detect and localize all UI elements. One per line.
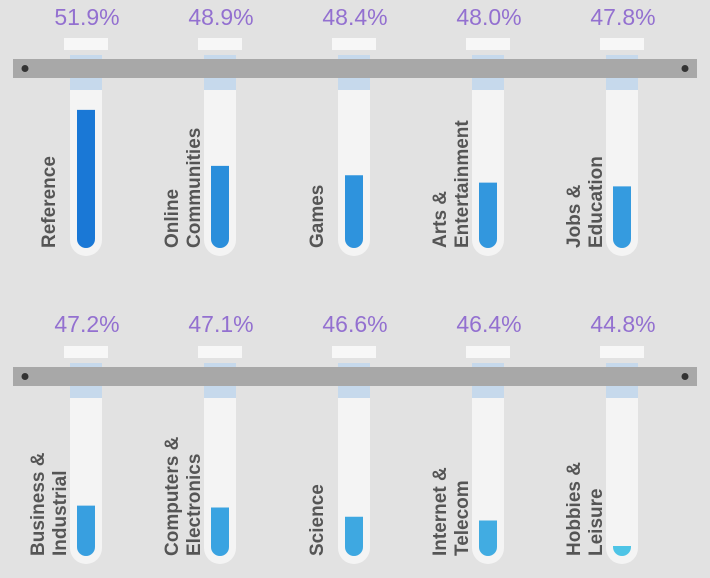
category-label-line: Science bbox=[307, 484, 328, 556]
value-label: 47.8% bbox=[590, 4, 655, 30]
tube-rack-overlap bbox=[204, 367, 236, 386]
tube-rack-overlap bbox=[472, 367, 504, 386]
tube-cap bbox=[466, 38, 510, 50]
tube-rack-overlap bbox=[606, 59, 638, 78]
test-tube-internet-telecom: 46.4% Internet &Telecom bbox=[430, 311, 522, 564]
category-label-line: Games bbox=[307, 185, 328, 248]
tube-cap bbox=[332, 346, 376, 358]
tube-rack-overlap bbox=[70, 59, 102, 78]
category-label-line: Reference bbox=[39, 156, 60, 248]
tube-body bbox=[606, 363, 638, 564]
test-tube-science: 46.6% Science bbox=[307, 311, 388, 564]
test-tube-business-industrial: 47.2% Business &Industrial bbox=[28, 311, 120, 564]
tube-body bbox=[338, 363, 370, 564]
tube-cap bbox=[600, 38, 644, 50]
category-label: Games bbox=[307, 185, 328, 248]
tube-fill-bar bbox=[479, 182, 497, 248]
test-tube-reference: 51.9% Reference bbox=[39, 4, 120, 256]
category-label-line: Electronics bbox=[184, 454, 205, 556]
category-label-line: Entertainment bbox=[452, 120, 473, 248]
category-label-line: Leisure bbox=[586, 488, 607, 556]
test-tube-hobbies-leisure: 44.8% Hobbies &Leisure bbox=[564, 311, 656, 564]
tube-rack-overlap bbox=[204, 59, 236, 78]
category-label: Internet &Telecom bbox=[430, 467, 473, 556]
category-label-line: Internet & bbox=[430, 467, 451, 556]
value-label: 48.4% bbox=[322, 4, 387, 30]
tube-rack-overlap bbox=[606, 367, 638, 386]
test-tube-arts-entertainment: 48.0% Arts &Entertainment bbox=[430, 4, 522, 256]
category-label-line: Computers & bbox=[162, 436, 183, 556]
category-label-line: Jobs & bbox=[564, 184, 585, 248]
tube-rack-overlap bbox=[338, 59, 370, 78]
rack-screw bbox=[21, 373, 29, 380]
test-tube-jobs-education: 47.8% Jobs &Education bbox=[564, 4, 656, 256]
category-label: Science bbox=[307, 484, 328, 556]
tube-fill-bar bbox=[211, 165, 229, 248]
tube-fill-bar bbox=[77, 505, 95, 556]
category-label: Jobs &Education bbox=[564, 156, 607, 248]
category-label: Computers &Electronics bbox=[162, 436, 205, 556]
tube-rack-overlap bbox=[472, 59, 504, 78]
tube-cap bbox=[466, 346, 510, 358]
value-label: 44.8% bbox=[590, 311, 655, 337]
category-label-line: Telecom bbox=[452, 480, 473, 556]
value-label: 51.9% bbox=[54, 4, 119, 30]
tube-fill-bar bbox=[613, 546, 631, 556]
tube-cap bbox=[198, 346, 242, 358]
tube-body bbox=[472, 363, 504, 564]
tube-cap bbox=[332, 38, 376, 50]
category-label: Business &Industrial bbox=[28, 452, 71, 556]
rack-screw bbox=[21, 65, 29, 72]
tube-fill-bar bbox=[345, 516, 363, 556]
value-label: 48.0% bbox=[456, 4, 521, 30]
category-label-line: Online bbox=[162, 189, 183, 248]
category-label: Reference bbox=[39, 156, 60, 248]
category-label-line: Hobbies & bbox=[564, 462, 585, 556]
tube-rack-overlap bbox=[338, 367, 370, 386]
category-label: Arts &Entertainment bbox=[430, 120, 473, 248]
rack-screw bbox=[681, 373, 689, 380]
value-label: 47.1% bbox=[188, 311, 253, 337]
tube-fill-bar bbox=[613, 186, 631, 248]
value-label: 48.9% bbox=[188, 4, 253, 30]
category-label-line: Business & bbox=[28, 452, 49, 556]
category-label: OnlineCommunities bbox=[162, 128, 205, 248]
rack-screw bbox=[681, 65, 689, 72]
tube-fill-bar bbox=[345, 175, 363, 248]
value-label: 46.4% bbox=[456, 311, 521, 337]
category-label: Hobbies &Leisure bbox=[564, 462, 607, 556]
tube-rack-overlap bbox=[70, 367, 102, 386]
category-label-line: Arts & bbox=[430, 191, 451, 248]
tube-fill-bar bbox=[479, 520, 497, 556]
tube-fill-bar bbox=[77, 109, 95, 248]
category-label-line: Industrial bbox=[50, 470, 71, 556]
value-label: 46.6% bbox=[322, 311, 387, 337]
tube-cap bbox=[64, 346, 108, 358]
category-label-line: Communities bbox=[184, 128, 205, 248]
test-tube-online-communities: 48.9% OnlineCommunities bbox=[162, 4, 254, 256]
test-tube-games: 48.4% Games bbox=[307, 4, 388, 256]
tube-cap bbox=[64, 38, 108, 50]
tube-fill-bar bbox=[211, 507, 229, 556]
tube-cap bbox=[198, 38, 242, 50]
tube-cap bbox=[600, 346, 644, 358]
value-label: 47.2% bbox=[54, 311, 119, 337]
category-label-line: Education bbox=[586, 156, 607, 248]
test-tube-computers-electronics: 47.1% Computers &Electronics bbox=[162, 311, 254, 564]
